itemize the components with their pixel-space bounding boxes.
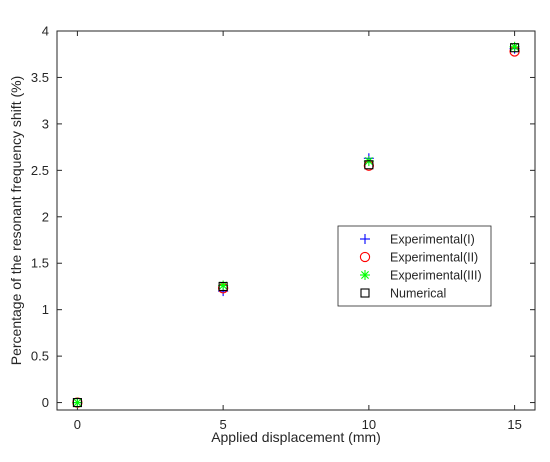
legend-label: Numerical: [390, 287, 446, 301]
legend-entry: Numerical: [360, 287, 446, 301]
y-axis-label: Percentage of the resonant frequency shi…: [8, 76, 24, 366]
legend-label: Experimental(I): [390, 233, 475, 247]
legend-label: Experimental(II): [390, 251, 478, 265]
data-point: [510, 43, 520, 53]
legend-marker: [359, 251, 371, 263]
legend-marker: [360, 270, 370, 280]
y-tick-label: 2: [42, 209, 49, 224]
y-tick-label: 4: [42, 24, 49, 39]
legend-entry: Experimental(III): [360, 269, 482, 283]
y-tick-label: 2.5: [31, 163, 49, 178]
y-tick-label: 1: [42, 302, 49, 317]
data-point: [509, 41, 520, 52]
y-tick-label: 1.5: [31, 256, 49, 271]
y-tick-label: 0.5: [31, 349, 49, 364]
y-tick-label: 3.5: [31, 70, 49, 85]
series-numerical: [72, 43, 520, 408]
data-point: [364, 160, 374, 170]
legend-marker: [360, 234, 370, 244]
legend-marker: [360, 288, 370, 298]
legend-entry: Experimental(II): [359, 251, 478, 265]
y-tick-label: 3: [42, 116, 49, 131]
axis-ticks: 0 5 10 15 0 0.5 1 1.5 2 2.5 3 3.5 4: [31, 24, 535, 432]
x-axis-label: Applied displacement (mm): [211, 429, 381, 445]
legend-label: Experimental(III): [390, 269, 482, 283]
x-tick-label: 15: [507, 417, 521, 432]
legend: Experimental(I) Experimental(II) Experimen…: [337, 225, 492, 307]
data-point: [72, 397, 83, 408]
data-point: [218, 281, 228, 292]
data-points: [72, 41, 520, 408]
legend-entry: Experimental(I): [360, 233, 475, 247]
y-tick-label: 0: [42, 395, 49, 410]
x-tick-label: 0: [74, 417, 81, 432]
x-tick-label: 10: [362, 417, 376, 432]
x-tick-label: 5: [220, 417, 227, 432]
data-point: [72, 398, 82, 408]
plot-area: [56, 30, 536, 411]
